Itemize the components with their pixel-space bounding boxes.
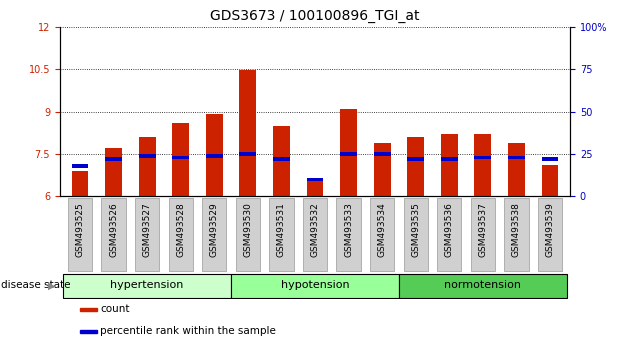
Text: GSM493530: GSM493530 <box>243 202 253 257</box>
FancyBboxPatch shape <box>505 198 529 271</box>
Bar <box>80 330 97 333</box>
Bar <box>173 155 189 159</box>
Bar <box>206 114 222 196</box>
Text: GSM493527: GSM493527 <box>142 202 152 257</box>
Text: GSM493525: GSM493525 <box>76 202 84 257</box>
FancyBboxPatch shape <box>270 198 294 271</box>
FancyBboxPatch shape <box>303 198 327 271</box>
Text: GSM493533: GSM493533 <box>344 202 353 257</box>
Bar <box>374 143 391 196</box>
Text: GSM493534: GSM493534 <box>377 202 387 257</box>
Bar <box>239 152 256 156</box>
FancyBboxPatch shape <box>336 198 360 271</box>
FancyBboxPatch shape <box>231 274 399 298</box>
FancyBboxPatch shape <box>471 198 495 271</box>
Bar <box>508 143 525 196</box>
Text: GSM493528: GSM493528 <box>176 202 185 257</box>
Text: count: count <box>100 304 130 314</box>
Bar <box>542 157 558 161</box>
FancyBboxPatch shape <box>437 198 461 271</box>
Bar <box>80 308 97 311</box>
Bar <box>105 157 122 161</box>
Bar <box>72 164 88 168</box>
FancyBboxPatch shape <box>101 198 125 271</box>
Bar <box>273 157 290 161</box>
Bar <box>173 123 189 196</box>
Bar <box>441 157 457 161</box>
Text: GSM493538: GSM493538 <box>512 202 521 257</box>
Bar <box>239 70 256 196</box>
Text: percentile rank within the sample: percentile rank within the sample <box>100 326 276 336</box>
Text: normotension: normotension <box>444 280 522 290</box>
Bar <box>474 155 491 159</box>
Text: GSM493537: GSM493537 <box>478 202 488 257</box>
FancyBboxPatch shape <box>399 274 567 298</box>
Bar <box>340 152 357 156</box>
Bar <box>508 155 525 159</box>
Bar <box>408 137 424 196</box>
Bar <box>542 165 558 196</box>
Text: GSM493532: GSM493532 <box>311 202 319 257</box>
Bar <box>72 171 88 196</box>
FancyBboxPatch shape <box>404 198 428 271</box>
Text: hypotension: hypotension <box>281 280 349 290</box>
Text: GSM493529: GSM493529 <box>210 202 219 257</box>
Text: GSM493539: GSM493539 <box>546 202 554 257</box>
Text: hypertension: hypertension <box>110 280 184 290</box>
FancyBboxPatch shape <box>202 198 226 271</box>
FancyBboxPatch shape <box>236 198 260 271</box>
Bar <box>105 148 122 196</box>
Text: disease state: disease state <box>1 280 71 290</box>
FancyBboxPatch shape <box>135 198 159 271</box>
Text: GSM493536: GSM493536 <box>445 202 454 257</box>
Bar <box>139 154 156 158</box>
Bar <box>374 152 391 156</box>
FancyBboxPatch shape <box>370 198 394 271</box>
Text: ▶: ▶ <box>48 280 55 290</box>
Bar <box>307 181 323 196</box>
Bar <box>307 178 323 181</box>
Bar <box>206 154 222 158</box>
Bar <box>441 134 457 196</box>
Text: GSM493535: GSM493535 <box>411 202 420 257</box>
FancyBboxPatch shape <box>63 274 231 298</box>
Bar <box>408 157 424 161</box>
Text: GSM493531: GSM493531 <box>277 202 286 257</box>
Bar <box>273 126 290 196</box>
Bar <box>340 109 357 196</box>
Text: GSM493526: GSM493526 <box>109 202 118 257</box>
FancyBboxPatch shape <box>169 198 193 271</box>
Bar <box>474 134 491 196</box>
FancyBboxPatch shape <box>538 198 562 271</box>
FancyBboxPatch shape <box>68 198 92 271</box>
Bar <box>139 137 156 196</box>
Title: GDS3673 / 100100896_TGI_at: GDS3673 / 100100896_TGI_at <box>210 9 420 23</box>
